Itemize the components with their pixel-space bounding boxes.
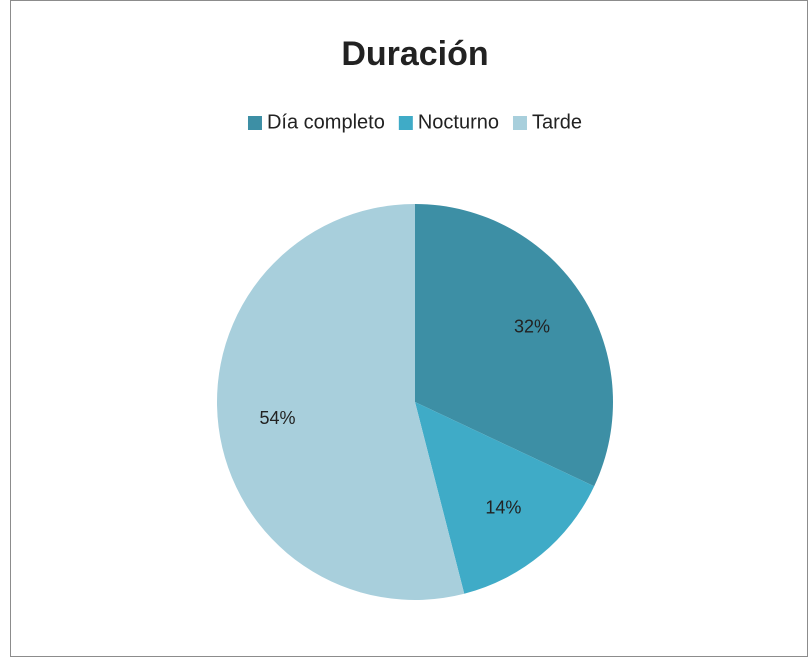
legend-label: Día completo	[267, 111, 385, 133]
legend-swatch	[398, 116, 413, 130]
data-label: 32%	[514, 316, 550, 336]
pie-slice	[217, 203, 465, 600]
pie-slice	[415, 204, 613, 487]
chart-title: Duración	[341, 35, 488, 73]
data-label: 14%	[485, 498, 521, 518]
legend-label: Nocturno	[418, 111, 499, 133]
legend-label: Tarde	[532, 111, 582, 133]
legend-swatch	[247, 116, 262, 130]
legend-swatch	[512, 116, 527, 130]
pie-slice	[415, 402, 595, 594]
data-label: 54%	[259, 408, 295, 428]
